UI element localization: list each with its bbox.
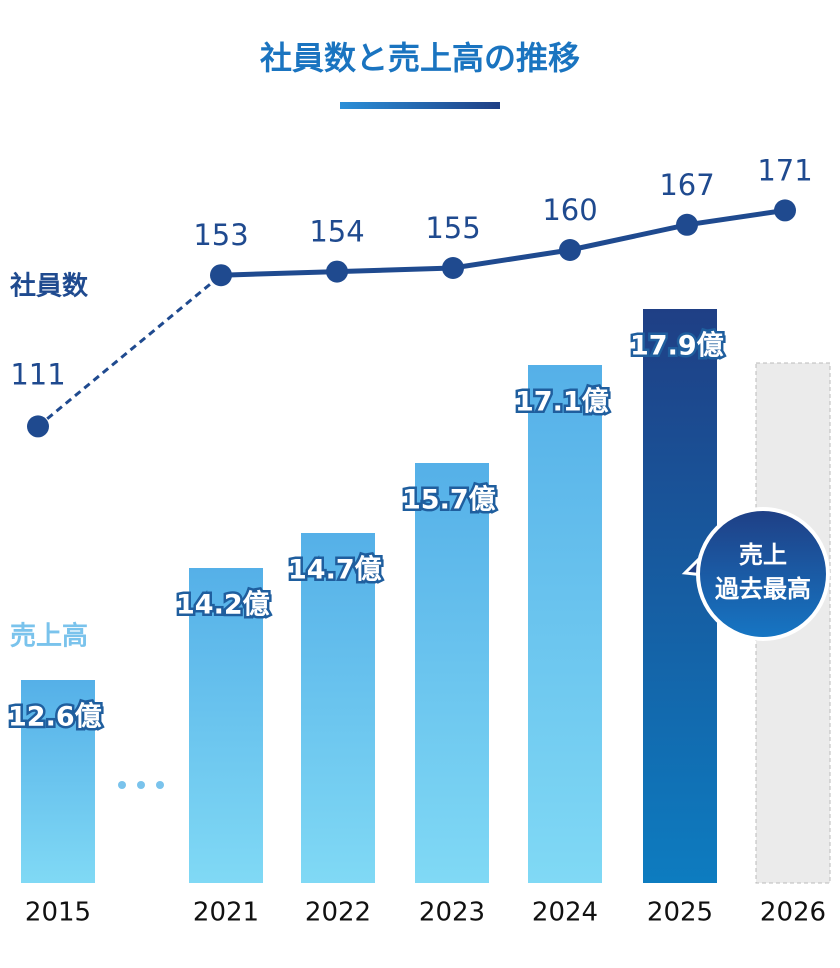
- data-label: 17.9億: [630, 331, 724, 362]
- bar: [528, 365, 602, 883]
- ellipsis: [118, 781, 164, 789]
- x-tick-label: 2021: [193, 898, 259, 928]
- data-label: 17.1億: [515, 387, 609, 418]
- data-label: 155: [425, 211, 480, 245]
- x-tick-label: 2024: [532, 898, 598, 928]
- line-point: [326, 260, 348, 283]
- bar: [189, 568, 263, 883]
- x-tick-label: 2015: [25, 898, 91, 928]
- line: [220, 207, 786, 278]
- bar: [21, 680, 95, 883]
- line-point: [442, 257, 464, 279]
- data-label: 167: [659, 168, 714, 202]
- callout-bubble: [696, 507, 830, 641]
- line-point: [27, 415, 49, 438]
- line-point: [676, 213, 698, 236]
- x-tick-label: 2022: [305, 898, 371, 928]
- data-label: 14.2億: [176, 590, 270, 621]
- data-label: 160: [542, 193, 597, 227]
- line-point: [210, 264, 232, 287]
- x-tick-label: 2023: [419, 898, 485, 928]
- data-label: 111: [10, 357, 65, 391]
- bar: [301, 533, 375, 883]
- annotation: 売上: [739, 541, 787, 569]
- legend-label: 社員数: [10, 271, 89, 302]
- legend-label: 売上高: [10, 621, 88, 652]
- data-label: 12.6億: [8, 702, 102, 733]
- data-label: 171: [757, 153, 812, 187]
- data-label: 154: [309, 215, 364, 249]
- annotation: 過去最高: [715, 575, 811, 603]
- line: [37, 274, 222, 428]
- data-label: 14.7億: [288, 555, 382, 586]
- x-tick-label: 2025: [647, 898, 713, 928]
- x-tick-label: 2026: [760, 898, 826, 928]
- data-label: 15.7億: [402, 485, 496, 516]
- line-point: [774, 199, 796, 222]
- line-point: [559, 239, 581, 261]
- chart-title: 社員数と売上高の推移: [260, 39, 580, 77]
- bar: [415, 463, 489, 883]
- data-label: 153: [193, 218, 248, 252]
- title-underline: [340, 102, 500, 109]
